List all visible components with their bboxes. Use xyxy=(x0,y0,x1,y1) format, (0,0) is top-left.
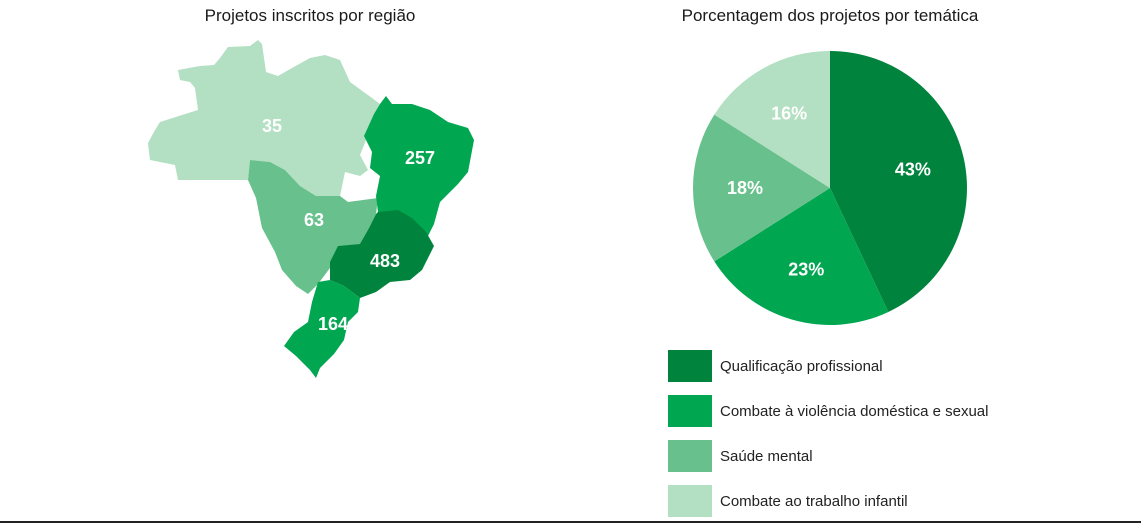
legend-item: Combate à violência doméstica e sexual xyxy=(668,395,988,427)
region-sudeste xyxy=(330,210,434,298)
region-label-nordeste: 257 xyxy=(405,148,435,168)
legend-swatch xyxy=(668,440,712,472)
pie-slice-label: 43% xyxy=(895,159,931,179)
pie-chart: 43% 23% 18% 16% xyxy=(693,51,967,325)
legend-label: Combate à violência doméstica e sexual xyxy=(720,402,989,420)
region-label-norte: 35 xyxy=(262,116,282,136)
legend-swatch xyxy=(668,485,712,517)
pie-chart-title: Porcentagem dos projetos por temática xyxy=(681,6,979,25)
legend-label: Saúde mental xyxy=(720,447,813,465)
legend-item: Qualificação profissional xyxy=(668,350,988,382)
pie-slice xyxy=(714,51,830,188)
bottom-border xyxy=(0,521,1141,523)
pie-slice-label: 16% xyxy=(771,104,807,124)
brazil-region-map: 35 257 63 483 164 xyxy=(148,40,474,378)
region-sul xyxy=(284,280,360,378)
legend-item: Combate ao trabalho infantil xyxy=(668,485,988,517)
region-norte xyxy=(148,40,380,196)
pie-slice-label: 23% xyxy=(788,260,824,280)
legend-swatch xyxy=(668,395,712,427)
pie-slice-label: 18% xyxy=(727,178,763,198)
pie-slice xyxy=(714,188,889,325)
region-label-sul: 164 xyxy=(318,314,348,334)
legend-label: Combate ao trabalho infantil xyxy=(720,492,908,510)
region-label-sudeste: 483 xyxy=(370,251,400,271)
pie-legend: Qualificação profissional Combate à viol… xyxy=(668,350,988,530)
region-nordeste xyxy=(364,96,474,236)
legend-label: Qualificação profissional xyxy=(720,357,883,375)
legend-item: Saúde mental xyxy=(668,440,988,472)
map-title: Projetos inscritos por região xyxy=(204,6,416,25)
legend-swatch xyxy=(668,350,712,382)
pie-slice xyxy=(693,114,830,262)
region-label-centro-oeste: 63 xyxy=(304,210,324,230)
pie-slice xyxy=(830,51,967,312)
region-centro-oeste xyxy=(248,160,378,294)
